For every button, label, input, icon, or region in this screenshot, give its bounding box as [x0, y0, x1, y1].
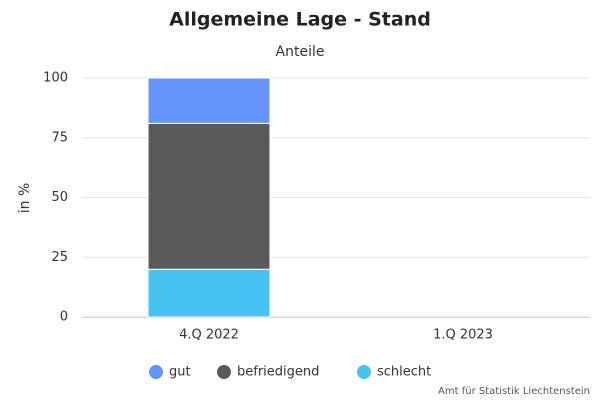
credit: Amt für Statistik Liechtenstein	[438, 386, 590, 397]
chart-subtitle: Anteile	[276, 44, 325, 60]
legend-label: befriedigend	[237, 365, 319, 380]
bar-segment	[147, 77, 271, 124]
y-tick-label: 100	[43, 71, 68, 86]
x-tick-label: 1.Q 2023	[433, 328, 493, 343]
legend-label: gut	[169, 365, 191, 380]
y-tick-label: 50	[51, 190, 68, 205]
y-axis-label: in %	[17, 183, 33, 214]
legend-label: schlecht	[377, 365, 431, 380]
legend-marker	[357, 365, 371, 379]
y-tick-label: 0	[60, 310, 68, 325]
legend-marker	[149, 365, 163, 379]
bar-segment	[147, 268, 271, 318]
y-tick-label: 75	[51, 130, 68, 145]
legend-marker	[217, 365, 231, 379]
bar-segment	[147, 122, 271, 270]
chart-title: Allgemeine Lage - Stand	[169, 9, 431, 31]
x-tick-label: 4.Q 2022	[179, 328, 239, 343]
y-tick-label: 25	[51, 250, 68, 265]
